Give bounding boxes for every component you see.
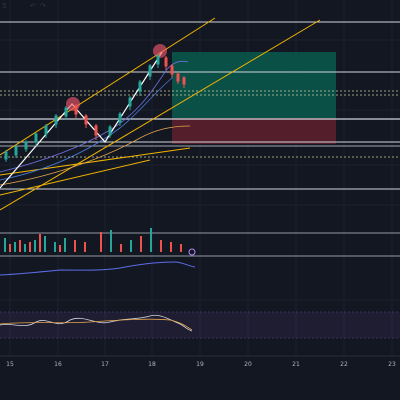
rsi-indicator-line	[0, 314, 193, 332]
candle-series[interactable]	[4, 54, 186, 162]
time-axis-label: 17	[101, 361, 109, 368]
vertical-grid	[9, 0, 393, 355]
rsi-band-lines	[0, 311, 400, 339]
key-level-lines[interactable]	[0, 21, 400, 257]
moving-averages	[0, 60, 191, 186]
time-axis-label: 20	[244, 361, 252, 368]
pivot-high-marker[interactable]	[153, 44, 167, 58]
time-axis-label: 15	[6, 361, 14, 368]
time-axis-label: 18	[148, 361, 156, 368]
obv-indicator-line	[0, 261, 196, 276]
time-axis-label: 21	[292, 361, 300, 368]
rsi-band	[0, 312, 400, 338]
time-axis-label: 22	[340, 361, 348, 368]
volume-alert-icon[interactable]	[188, 248, 196, 256]
long-position-profit-zone[interactable]	[172, 52, 336, 118]
volume-histogram	[4, 228, 182, 252]
time-axis-label: 19	[196, 361, 204, 368]
redo-icon[interactable]: ↷	[40, 2, 46, 10]
rsi-signal-line	[0, 318, 193, 331]
time-axis-label: 23	[388, 361, 396, 368]
long-position-loss-zone[interactable]	[172, 118, 336, 144]
time-axis-label: 16	[54, 361, 62, 368]
pivot-high-marker[interactable]	[66, 97, 80, 111]
top-left-label: 5	[2, 2, 7, 10]
undo-icon[interactable]: ↶	[30, 2, 36, 10]
